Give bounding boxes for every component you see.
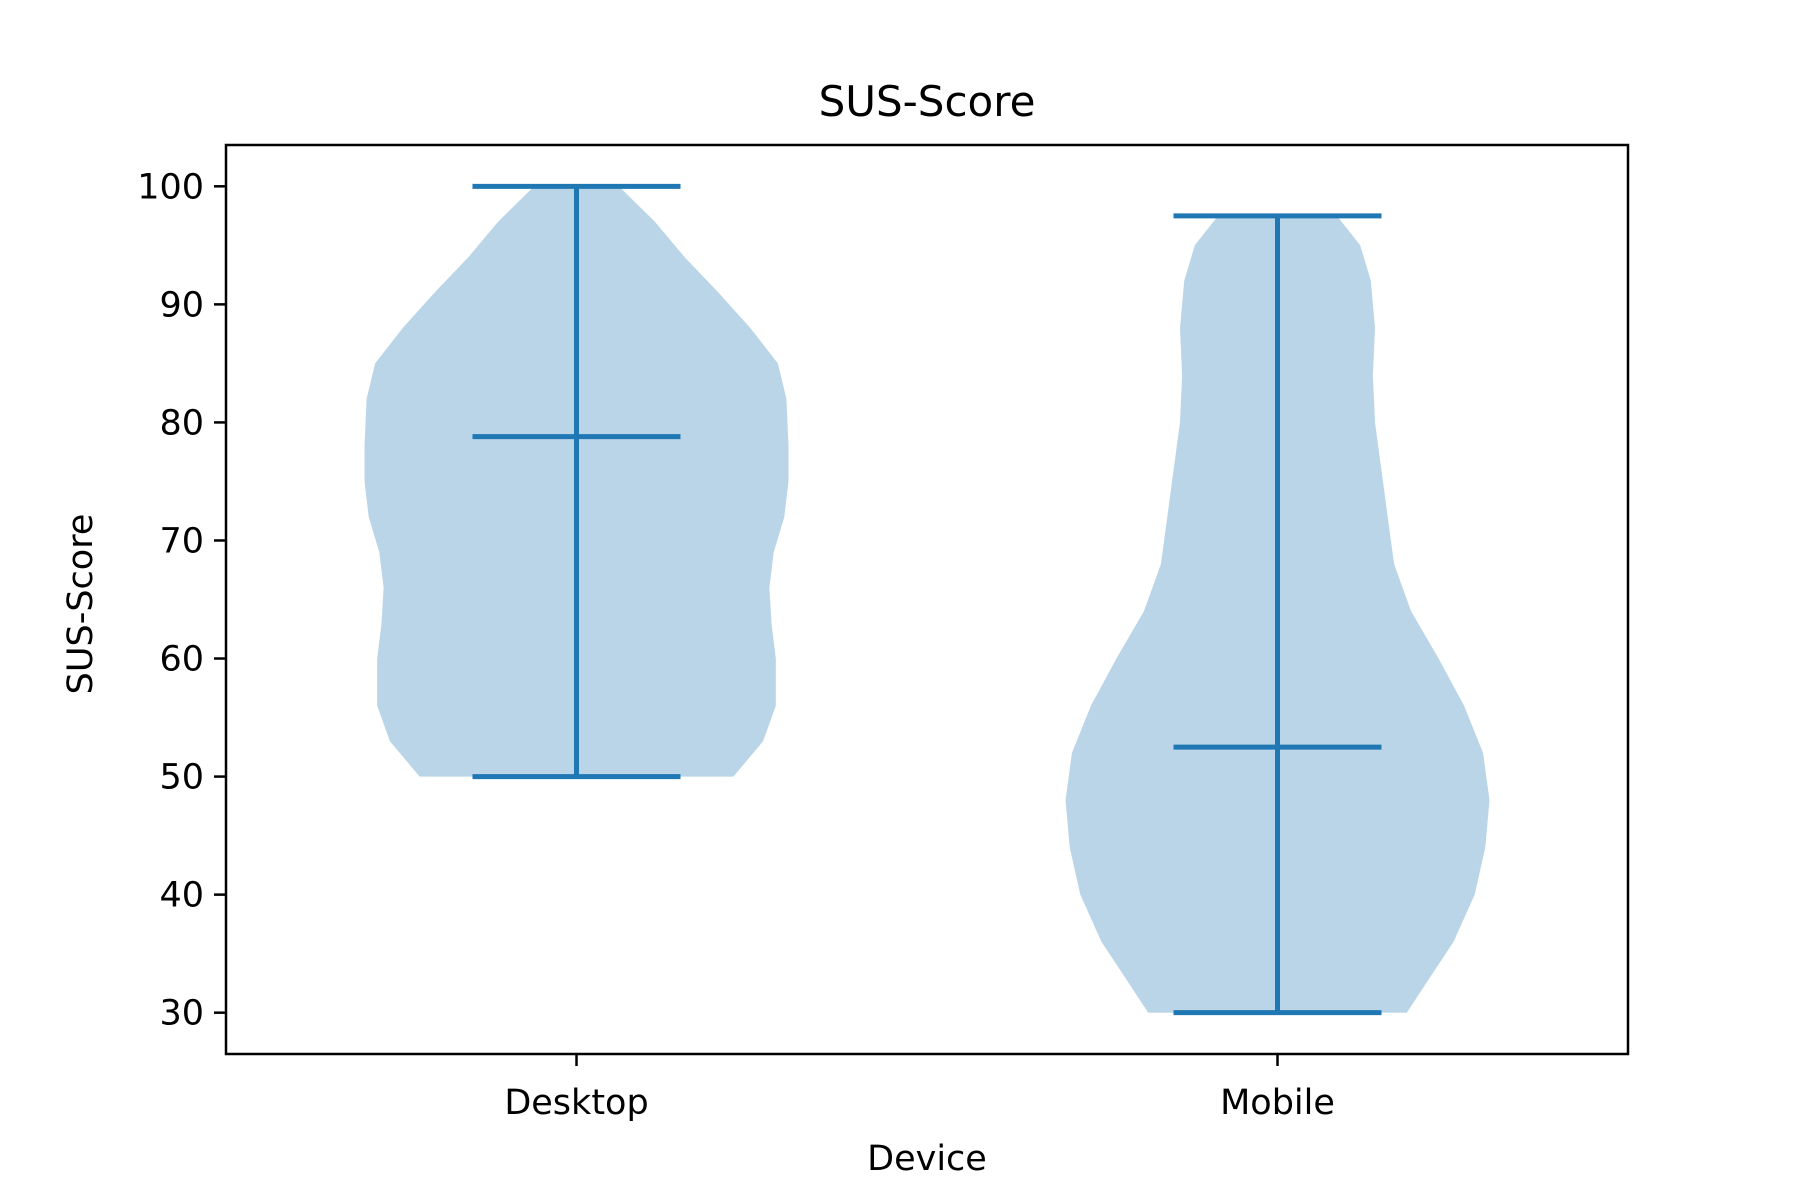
y-axis: 30 40 50 60 70 80 90 100 [137,167,226,1034]
y-tick-label: 100 [137,167,204,207]
plot-frame [224,143,1630,1056]
y-tick-label: 70 [159,521,204,561]
y-tick-label: 40 [159,876,204,916]
x-tick-label: Desktop [504,1083,648,1123]
y-tick-label: 90 [159,285,204,325]
x-tick-label: Mobile [1220,1083,1335,1123]
x-axis-label: Device [867,1139,987,1179]
y-tick-label: 50 [159,758,204,798]
chart-title: SUS-Score [819,77,1036,126]
y-tick-label: 80 [159,403,204,443]
y-tick-label: 60 [159,640,204,680]
x-axis: Desktop Mobile [504,1054,1335,1123]
stat-lines-layer [472,183,1382,1016]
y-axis-label: SUS-Score [61,514,101,695]
y-tick-label: 30 [159,994,204,1034]
